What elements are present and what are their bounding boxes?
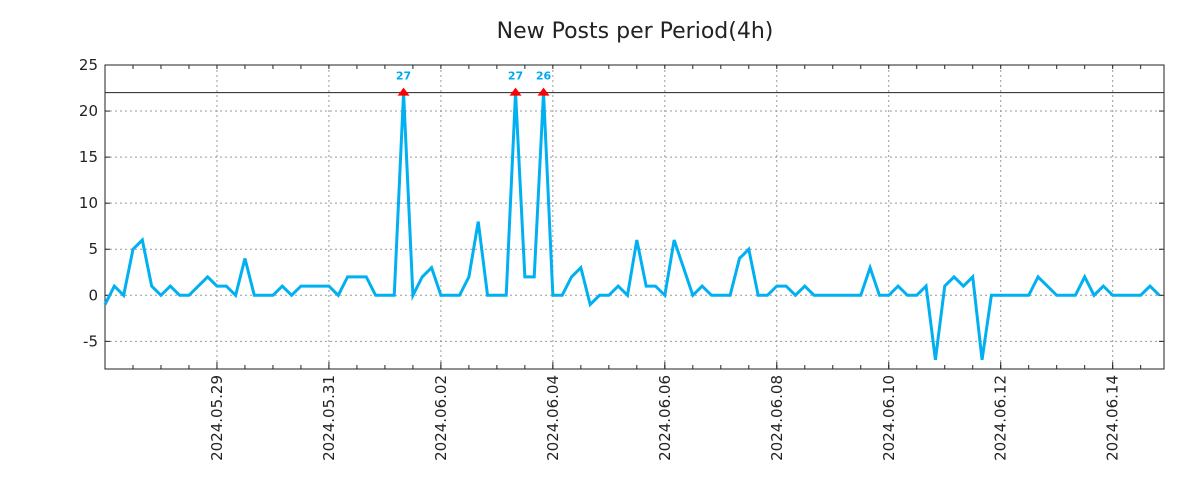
y-tick-label: 10: [79, 194, 98, 212]
axes: [104, 64, 1165, 370]
x-tick-label: 2024.06.04: [544, 375, 562, 461]
x-tick-label: 2024.06.06: [656, 375, 674, 461]
y-tick-label: 25: [79, 56, 98, 74]
clipped-peak-marker: [537, 87, 550, 96]
x-tick-label: 2024.05.31: [320, 375, 338, 461]
y-tick-label: 0: [88, 286, 98, 304]
clipped-peak-marker: [509, 87, 522, 96]
plot-frame: [104, 64, 1165, 370]
series: [103, 87, 1161, 361]
x-tick-label: 2024.06.12: [992, 375, 1010, 461]
grid: [105, 65, 1164, 369]
peak-value-label: 27: [396, 70, 411, 83]
data-line: [103, 92, 1161, 361]
chart-title: New Posts per Period(4h): [497, 19, 774, 44]
y-tick-label: 15: [79, 148, 98, 166]
peak-value-label: 26: [536, 70, 552, 83]
x-tick-label: 2024.05.29: [208, 375, 226, 461]
x-tick-label: 2024.06.10: [880, 375, 898, 461]
x-tick-label: 2024.06.14: [1104, 375, 1122, 461]
y-tick-label: -5: [83, 332, 98, 350]
clipped-peak-marker: [397, 87, 410, 96]
x-tick-label: 2024.06.02: [432, 375, 450, 461]
x-tick-label: 2024.06.08: [768, 375, 786, 461]
peak-value-label: 27: [508, 70, 523, 83]
y-tick-label: 5: [88, 240, 98, 258]
labels: -5 0 5 10 15 20 25 2024.05.29 2024.05.31 2024.06.…: [79, 56, 1122, 461]
y-tick-label: 20: [79, 102, 98, 120]
